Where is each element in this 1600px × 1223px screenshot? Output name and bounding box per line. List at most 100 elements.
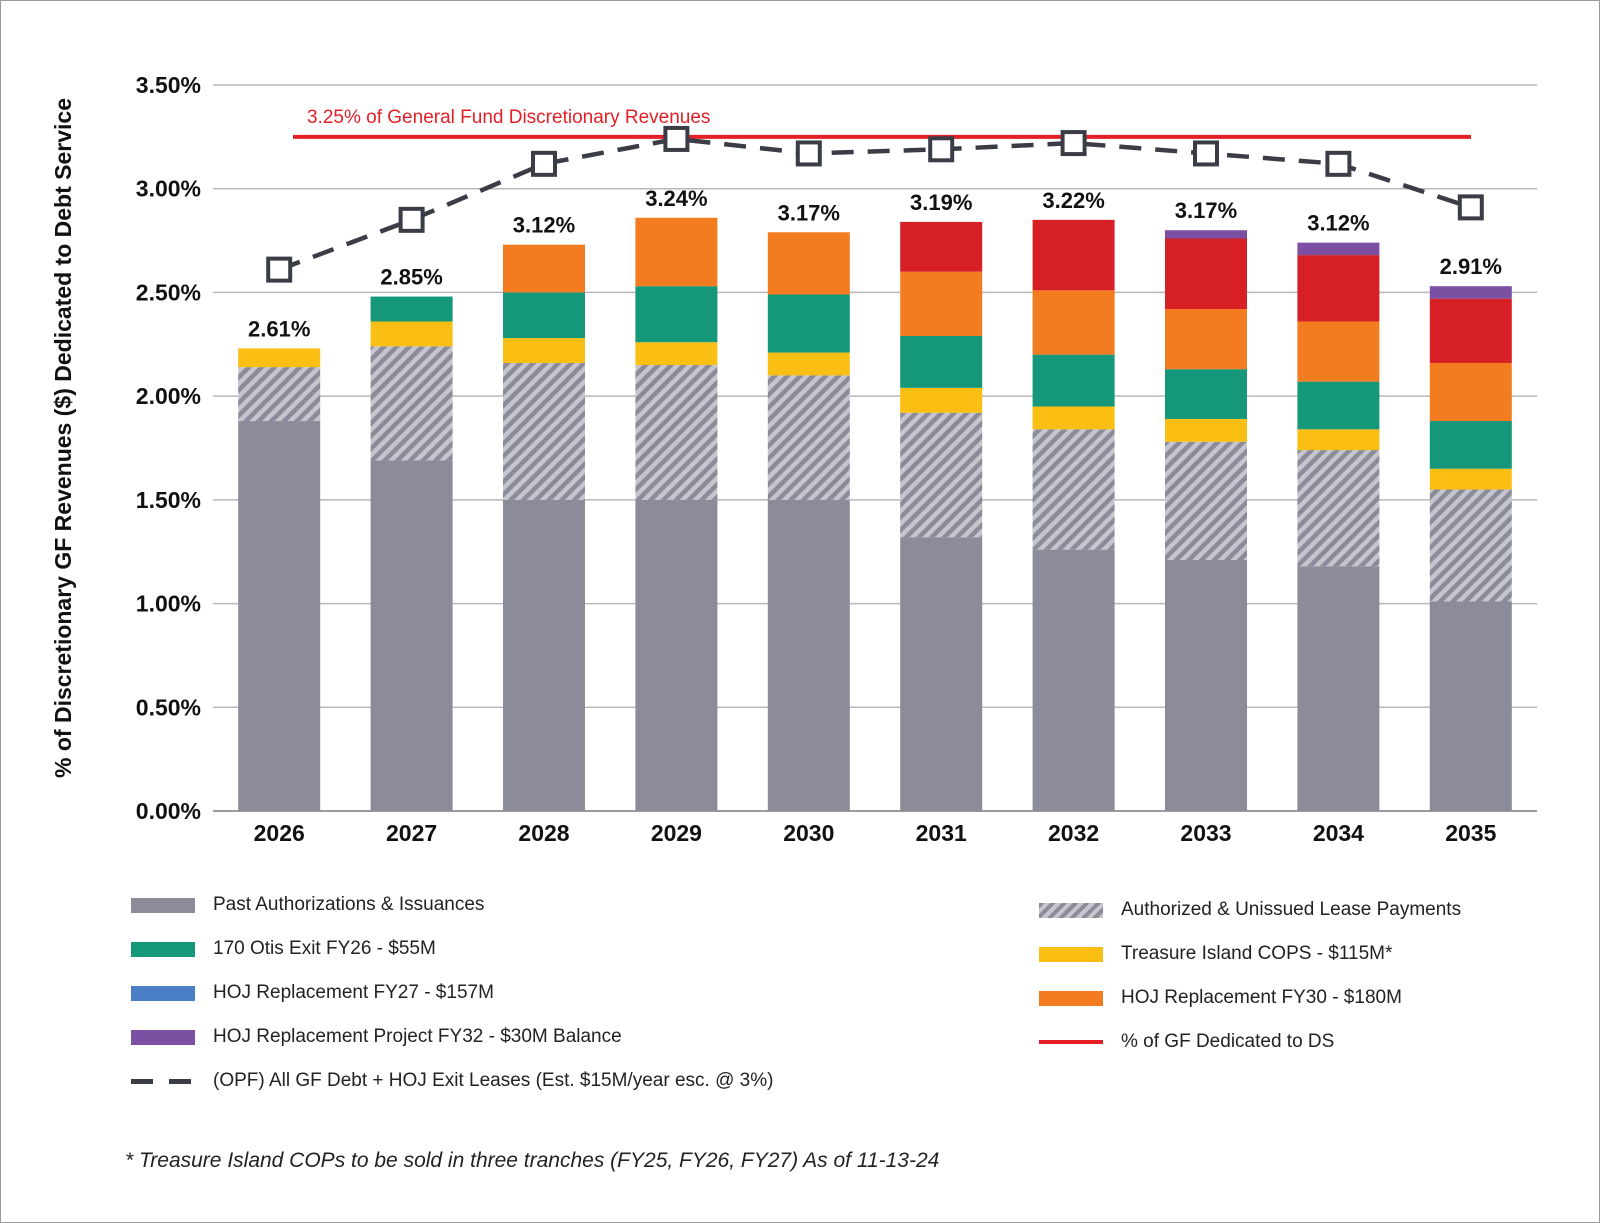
bar-segment [1032, 429, 1115, 550]
stacked-bar-chart: 0.00% 0.50% 1.00% 1.50% 2.00% 2.50% 3.00% 3.50%… [50, 72, 1537, 846]
legend-label: Past Authorizations & Issuances [213, 894, 485, 915]
bar-segment [1032, 406, 1115, 430]
data-label: 2.85% [380, 265, 442, 290]
bar-segment [1297, 566, 1380, 811]
bar-segment [1429, 468, 1512, 490]
bar-segment [1297, 429, 1380, 451]
y-axis-title: % of Discretionary GF Revenues ($) Dedic… [50, 98, 76, 778]
x-tick-label: 2033 [1180, 820, 1231, 846]
bar-segment [503, 292, 585, 339]
legend-swatch-dashed [131, 1078, 195, 1084]
legend-item-170-otis: 170 Otis Exit FY26 - $55M [131, 938, 436, 960]
footnote: * Treasure Island COPs to be sold in thr… [125, 1149, 940, 1172]
bar-segment [1165, 369, 1247, 419]
bar-segment [1297, 242, 1380, 256]
opf-line-marker [1193, 140, 1219, 167]
opf-line-marker [1325, 150, 1352, 177]
opf-line-marker [531, 150, 557, 177]
bar-segment [1032, 219, 1115, 291]
legend-swatch [131, 1029, 195, 1045]
legend-label: HOJ Replacement FY27 - $157M [213, 982, 494, 1003]
bar-segment [1165, 230, 1247, 239]
bar-segment [1165, 560, 1247, 811]
opf-line-marker [795, 140, 822, 167]
data-label: 3.17% [1175, 198, 1237, 223]
x-tick-label: 2028 [518, 820, 569, 846]
bar-segment [1165, 309, 1247, 370]
opf-line-marker [398, 206, 425, 233]
data-label: 3.24% [645, 186, 707, 211]
bar-segment [1429, 601, 1512, 811]
bar-segment [1429, 489, 1512, 602]
x-tick-label: 2034 [1313, 820, 1364, 846]
legend-item-hoj-fy32: HOJ Replacement Project FY32 - $30M Bala… [131, 1026, 622, 1048]
bar-segment [370, 460, 453, 811]
x-tick-label: 2029 [651, 820, 702, 846]
data-label: 3.17% [778, 200, 840, 225]
bar-segment [370, 346, 453, 461]
x-tick-label: 2030 [783, 820, 834, 846]
x-tick-label: 2031 [916, 820, 967, 846]
y-tick-label: 3.00% [136, 176, 201, 202]
legend-swatch [131, 985, 195, 1001]
x-tick-label: 2032 [1048, 820, 1099, 846]
bar-segment [900, 335, 983, 388]
bar-segment [370, 321, 453, 347]
bar-segment [503, 499, 585, 811]
bar-segment [635, 499, 718, 811]
legend-item-hoj-fy27: HOJ Replacement FY27 - $157M [131, 982, 494, 1004]
bar-segment [635, 286, 718, 343]
bar-segment [1429, 298, 1512, 363]
legend-label: HOJ Replacement Project FY32 - $30M Bala… [213, 1026, 622, 1047]
y-tick-label: 3.50% [136, 72, 201, 98]
x-tick-label: 2035 [1445, 820, 1496, 846]
opf-line-marker [1060, 130, 1087, 157]
bar-segment [635, 217, 718, 287]
bar-segment [1429, 286, 1512, 299]
bar-segment [1165, 238, 1247, 310]
legend-swatch [131, 897, 195, 913]
legend-item-gf-dedicated: % of GF Dedicated to DS [1039, 1031, 1334, 1053]
bar-segment [767, 375, 850, 500]
y-tick-label: 1.00% [136, 591, 201, 617]
bar-segment [900, 412, 983, 538]
data-label: 2.91% [1440, 254, 1502, 279]
bar-segment [1297, 381, 1380, 430]
bar-segment [900, 221, 983, 272]
bar-segment [1165, 418, 1247, 442]
bar-segment [503, 244, 585, 293]
bar-segment [1429, 421, 1512, 469]
legend-swatch-hatched [1039, 902, 1103, 918]
legend-item-hoj-fy30: HOJ Replacement FY30 - $180M [1039, 987, 1402, 1009]
bar-segment [1032, 549, 1115, 811]
legend-label: Treasure Island COPS - $115M* [1121, 943, 1393, 964]
bar-segment [1297, 255, 1380, 322]
legend-swatch-line [1039, 1040, 1103, 1044]
opf-line-marker [266, 256, 293, 283]
data-label: 3.19% [910, 190, 972, 215]
y-tick-label: 0.50% [136, 694, 201, 720]
y-tick-label: 2.00% [136, 383, 201, 409]
legend-item-treasure-island: Treasure Island COPS - $115M* [1039, 943, 1392, 965]
legend-label: HOJ Replacement FY30 - $180M [1121, 987, 1402, 1008]
legend-swatch [131, 941, 195, 957]
bar-segment [900, 537, 983, 811]
data-label: 3.12% [1307, 211, 1369, 236]
legend-swatch [1039, 990, 1103, 1006]
bar-segment [503, 338, 585, 363]
opf-line-marker [928, 136, 955, 163]
legend-swatch [1039, 946, 1103, 962]
bar-segment [767, 294, 850, 353]
bar-segment [1429, 362, 1512, 422]
legend-label: % of GF Dedicated to DS [1121, 1031, 1335, 1052]
legend-label: (OPF) All GF Debt + HOJ Exit Leases (Est… [213, 1070, 774, 1091]
opf-line-marker [1457, 194, 1484, 221]
legend-item-opf-line: (OPF) All GF Debt + HOJ Exit Leases (Est… [131, 1070, 773, 1092]
bar-segment [635, 342, 718, 366]
y-tick-label: 2.50% [136, 279, 201, 305]
bar-segment [503, 362, 585, 500]
bar-segment [238, 348, 321, 368]
bar-segment [1165, 441, 1247, 561]
bar-segment [1297, 321, 1380, 382]
opf-line-marker [663, 125, 690, 152]
